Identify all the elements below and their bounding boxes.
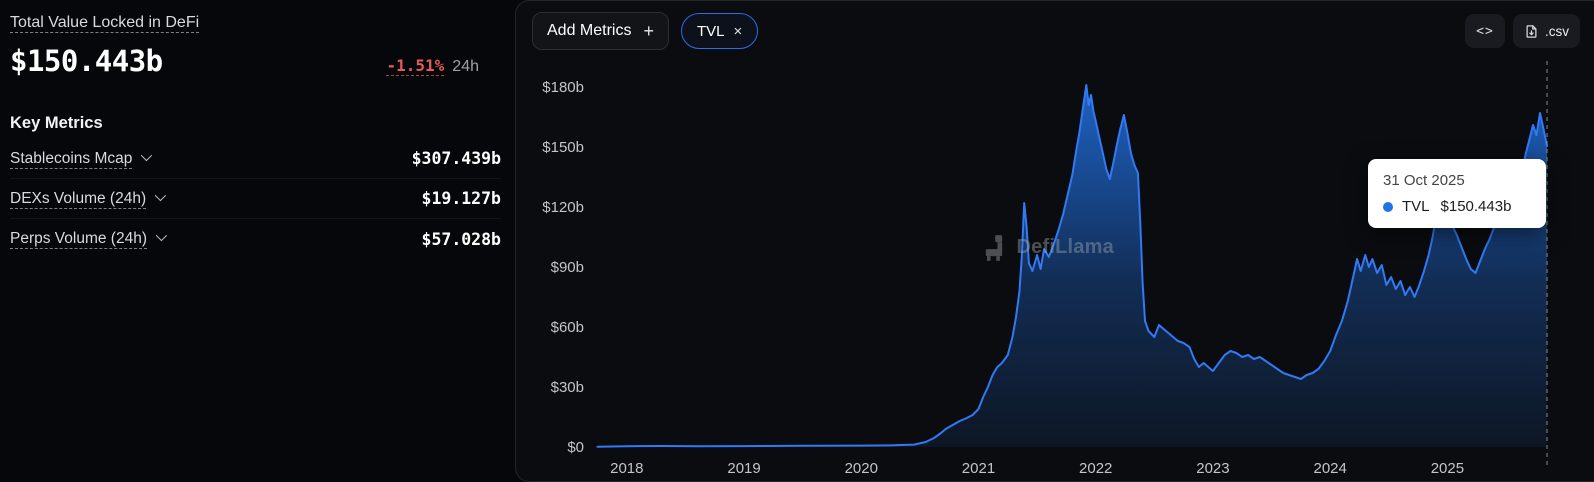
metric-label-wrap: DEXs Volume (24h) <box>10 189 167 208</box>
tvl-metric-pill[interactable]: TVL × <box>680 13 759 49</box>
svg-text:$60b: $60b <box>551 319 584 336</box>
metric-row-perps-volume[interactable]: Perps Volume (24h) $57.028b <box>10 219 501 259</box>
svg-text:$30b: $30b <box>551 379 584 396</box>
tvl-change-24h: -1.51% <box>386 56 445 75</box>
tvl-value-row: $150.443b -1.51% 24h <box>10 44 501 78</box>
metric-label-wrap: Stablecoins Mcap <box>10 149 153 168</box>
svg-text:2022: 2022 <box>1079 460 1112 477</box>
metric-label-wrap: Perps Volume (24h) <box>10 229 168 248</box>
close-icon[interactable]: × <box>733 22 743 40</box>
metric-label: Perps Volume (24h) <box>10 230 147 247</box>
svg-text:2018: 2018 <box>610 460 643 477</box>
metric-row-stablecoins-mcap[interactable]: Stablecoins Mcap $307.439b <box>10 139 501 179</box>
page-title: Total Value Locked in DeFi <box>10 14 200 31</box>
download-csv-button[interactable]: .csv <box>1512 14 1580 48</box>
svg-text:2024: 2024 <box>1313 460 1346 477</box>
chart-area[interactable]: $0 $30b $60b $90b $120b $150b $180b 2018 2019 20… <box>516 55 1594 481</box>
metric-row-dexs-volume[interactable]: DEXs Volume (24h) $19.127b <box>10 179 501 219</box>
metric-value: $307.439b <box>411 149 501 168</box>
embed-code-button[interactable]: <> <box>1464 14 1505 48</box>
plus-icon: + <box>643 20 654 41</box>
tooltip-series-value: $150.443b <box>1440 198 1512 215</box>
svg-text:$120b: $120b <box>542 199 584 216</box>
chevron-down-icon <box>141 149 153 161</box>
chart-tooltip: 31 Oct 2025 TVL $150.443b <box>1368 159 1546 228</box>
key-metrics-list: Stablecoins Mcap $307.439b DEXs Volume (… <box>10 139 501 259</box>
tooltip-date: 31 Oct 2025 <box>1383 172 1465 189</box>
chevron-down-icon <box>155 229 168 242</box>
code-brackets-icon: <> <box>1476 23 1494 39</box>
metric-value: $57.028b <box>421 229 501 249</box>
svg-text:$150b: $150b <box>542 139 584 156</box>
tooltip-series-label: TVL <box>1402 198 1430 215</box>
svg-text:$180b: $180b <box>542 79 584 96</box>
change-period-label: 24h <box>452 58 479 75</box>
tvl-total-value: $150.443b <box>10 44 163 78</box>
csv-label: .csv <box>1544 23 1569 39</box>
metric-label: Stablecoins Mcap <box>10 149 133 167</box>
tooltip-series-row: TVL $150.443b <box>1383 198 1531 215</box>
add-metrics-button[interactable]: Add Metrics + <box>532 12 669 50</box>
svg-text:$90b: $90b <box>551 259 584 276</box>
tvl-area-fill <box>597 85 1547 447</box>
key-metrics-heading: Key Metrics <box>10 114 103 132</box>
toolbar-right-group: <> .csv <box>1464 14 1580 48</box>
tvl-chart-svg[interactable]: $0$30b$60b$90b$120b$150b$180b 2018 2019 20… <box>516 55 1594 481</box>
add-metrics-label: Add Metrics <box>547 22 632 39</box>
file-download-icon <box>1524 24 1539 39</box>
metric-value: $19.127b <box>421 189 501 208</box>
y-axis-labels: $0 $30b $60b $90b $120b $150b $180b <box>542 79 584 456</box>
series-dot-icon <box>1383 201 1393 212</box>
svg-text:2019: 2019 <box>727 460 760 477</box>
metric-label: DEXs Volume (24h) <box>10 189 147 207</box>
chart-panel: Add Metrics + TVL × <> <box>515 0 1594 482</box>
chevron-down-icon <box>154 189 167 201</box>
chart-toolbar: Add Metrics + TVL × <> <box>516 1 1594 55</box>
svg-text:2021: 2021 <box>962 460 995 477</box>
svg-text:2025: 2025 <box>1431 460 1464 477</box>
sidebar: Total Value Locked in DeFi $150.443b -1.… <box>0 0 515 482</box>
svg-text:2020: 2020 <box>845 460 878 477</box>
svg-text:2023: 2023 <box>1196 460 1229 477</box>
svg-text:$0: $0 <box>567 439 584 456</box>
tvl-pill-label: TVL <box>696 22 725 40</box>
x-axis-labels: 2018 2019 2020 2021 2022 2023 2024 2025 <box>610 460 1464 477</box>
